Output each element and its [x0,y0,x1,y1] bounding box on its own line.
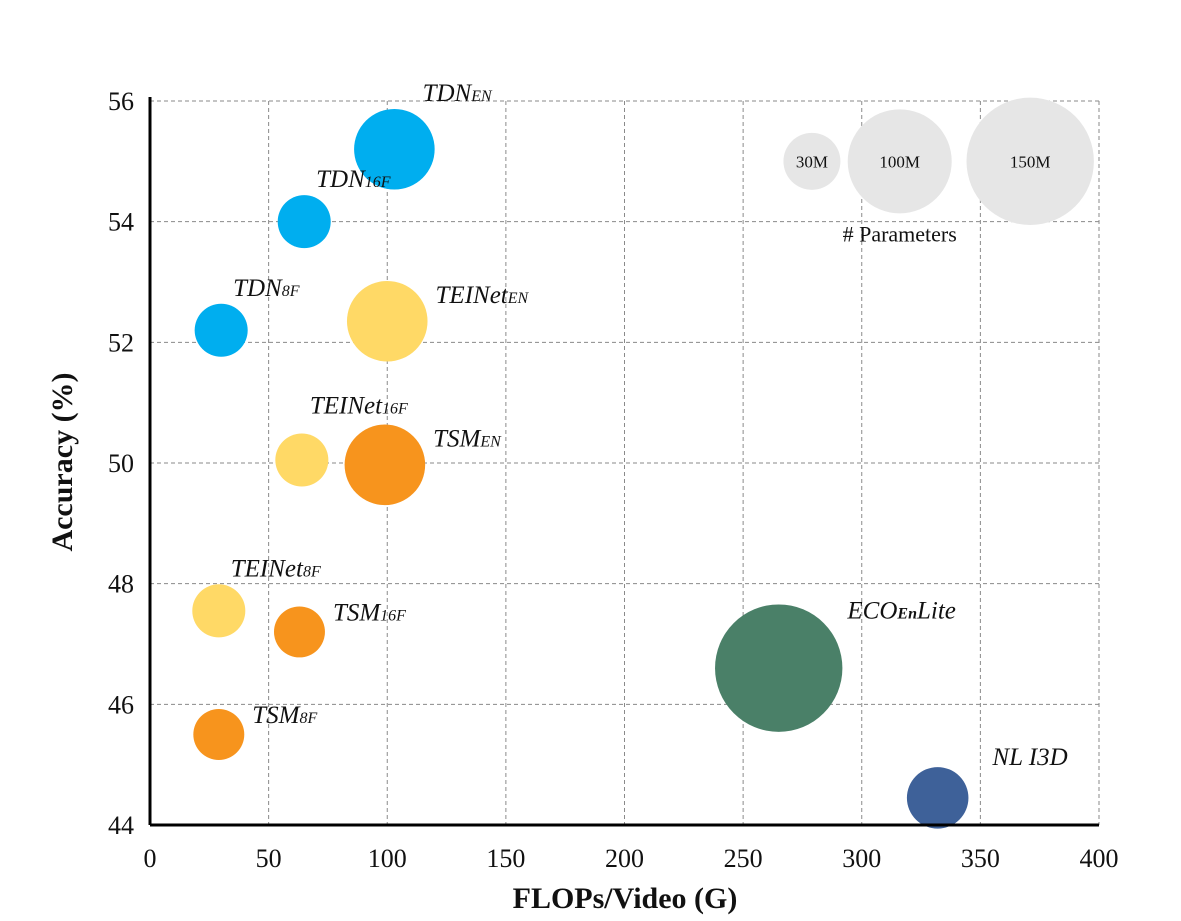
size-legend: 30M 100M 150M # Parameters [783,97,1094,246]
y-axis-title: Accuracy (%) [46,372,79,551]
x-tick-label: 200 [605,844,644,873]
point-label: TSM8F [252,702,317,729]
x-tick-label: 300 [842,844,881,873]
point-label: TEINet8F [231,555,321,582]
y-tick-label: 52 [108,328,134,357]
legend-title: # Parameters [843,221,957,246]
y-tick-label: 50 [108,449,134,478]
y-tick-label: 56 [108,87,134,116]
point-label: TDN8F [233,275,300,302]
legend-bubble [783,132,841,190]
point-label: TDNEN [423,80,493,107]
legend-size-label: 150M [1010,152,1051,171]
x-tick-label: 150 [486,844,525,873]
point-label: ECOEnLite [846,597,955,624]
axes [148,97,1099,827]
x-tick-label: 0 [144,844,157,873]
tick-labels: 0 50 100 150 200 250 300 350 400 44 46 48 50 52 54 56 [108,87,1119,873]
x-tick-label: 50 [256,844,282,873]
y-tick-label: 48 [108,570,134,599]
y-tick-label: 44 [108,811,134,840]
data-point [194,303,248,357]
x-tick-label: 100 [368,844,407,873]
data-point [273,606,325,658]
x-tick-label: 350 [961,844,1000,873]
data-point [906,767,969,829]
point-label: TSM16F [333,599,406,626]
data-point [354,108,435,190]
x-axis-title: FLOPs/Video (G) [513,882,738,915]
data-point [346,280,428,362]
y-tick-label: 46 [108,690,134,719]
x-tick-label: 250 [724,844,763,873]
legend-bubble [966,97,1094,226]
data-points: TDNEN TDN16F TDN8F TEINetEN TEINet16F TEINet8… [192,80,1068,829]
data-point [193,709,245,760]
legend-size-label: 100M [879,152,920,171]
point-label: TEINetEN [436,282,530,309]
data-point [277,195,331,249]
point-label: NL I3D [991,744,1067,771]
data-point [275,433,329,487]
y-tick-label: 54 [108,208,134,237]
point-label: TDN16F [316,166,391,193]
legend-bubble [847,109,952,214]
legend-size-label: 30M [796,152,828,171]
data-point [192,584,246,638]
x-tick-label: 400 [1080,844,1119,873]
data-point [715,604,843,732]
data-point [344,424,426,506]
point-label: TEINet16F [310,392,408,419]
point-label: TSMEN [433,426,502,453]
